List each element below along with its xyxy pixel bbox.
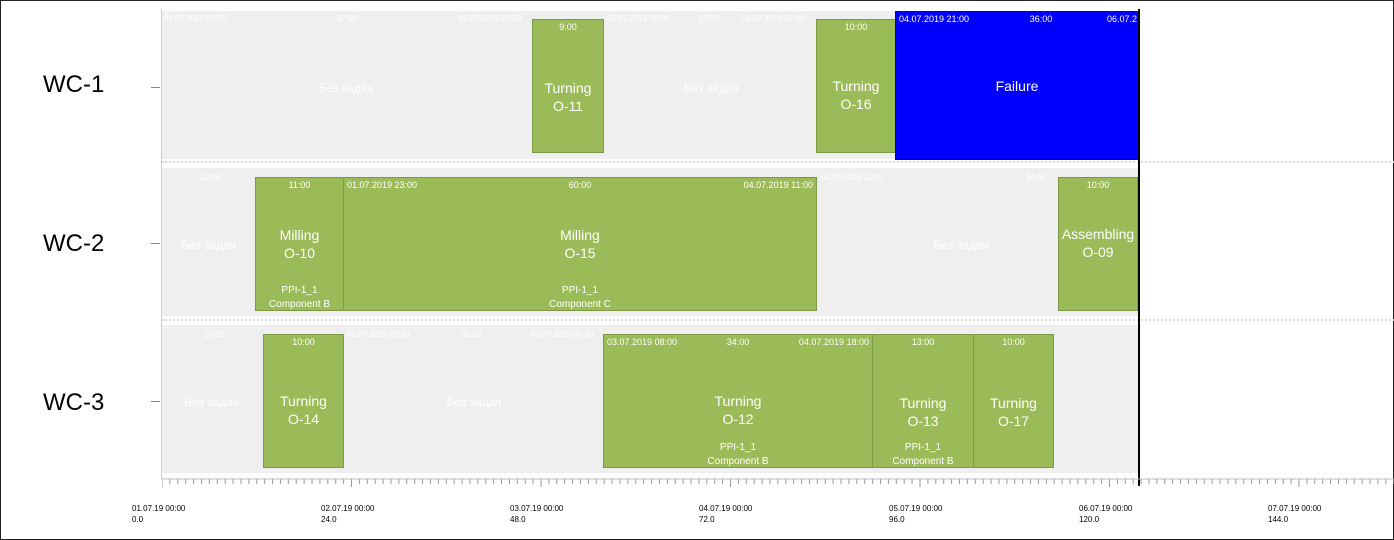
task-component: Component B (707, 456, 769, 467)
y-axis-line (161, 9, 162, 479)
failure-name: Failure (995, 78, 1039, 94)
task-start: 01.07.2019 23:00 (347, 180, 418, 190)
task-operation: O-14 (287, 411, 320, 427)
task-operation: O-15 (564, 245, 596, 261)
task-name: Turning (544, 80, 592, 96)
task-block-o-10[interactable]: 11:00 Milling O-10 PPI-1_1 Component B (255, 177, 344, 311)
task-block-o-11[interactable]: 9:00 Turning O-11 (532, 19, 604, 153)
idle-duration-label: 27:00 (699, 14, 720, 23)
task-name: Turning (832, 78, 880, 94)
task-name: Turning (990, 395, 1037, 411)
task-operation: O-17 (997, 413, 1030, 429)
axis-label-120: 06.07.19 00:00 120.0 (1079, 504, 1133, 524)
task-component: Component C (549, 299, 611, 310)
task-duration: 10:00 (1002, 337, 1025, 347)
idle-label: Без задач (683, 81, 739, 95)
task-duration: 34:00 (726, 337, 750, 347)
task-duration: 9:00 (559, 22, 577, 32)
axis-label-144: 07.07.19 00:00 144.0 (1268, 504, 1322, 524)
task-name: Assembling (1061, 226, 1135, 242)
task-operation: O-13 (907, 413, 939, 429)
task-duration: 11:00 (288, 180, 311, 190)
row-label-wc-3: WC-3 (43, 389, 105, 416)
task-duration: 10:00 (1086, 180, 1110, 190)
idle-label: Без задач (181, 238, 236, 252)
task-part: PPI-1_1 (719, 442, 757, 453)
idle-label: Без задач (318, 81, 374, 95)
row-tick (151, 243, 160, 244)
idle-duration-label: 31:00 (461, 330, 482, 339)
idle-label: Без задач (446, 395, 502, 409)
row-tick (151, 401, 160, 402)
idle-label: Без задач (933, 238, 989, 252)
task-block-o-13[interactable]: 13:00 Turning O-13 PPI-1_1 Component B (872, 334, 974, 468)
idle-start-label: 01.07.2019 00:00 (164, 14, 227, 23)
idle-duration-label: 13:00 (204, 330, 225, 339)
task-part: PPI-1_1 (281, 285, 318, 296)
failure-end: 06.07.2 (1106, 14, 1137, 24)
task-operation: O-16 (840, 96, 872, 112)
task-name: Turning (714, 393, 762, 409)
idle-start-label: 04.07.2019 11:00 (821, 173, 883, 182)
failure-start: 04.07.2019 21:00 (899, 14, 970, 24)
task-block-o-16[interactable]: 10:00 Turning O-16 (816, 19, 896, 153)
time-axis-ticks (162, 478, 1394, 487)
row-separator (162, 161, 1394, 163)
task-block-o-15[interactable]: 01.07.2019 23:00 60:00 04.07.2019 11:00 … (343, 177, 817, 311)
current-time-line[interactable] (1138, 9, 1140, 486)
idle-end-label: 03.07.2019 08:00 (531, 330, 594, 339)
idle-label: Без задач (184, 395, 239, 409)
task-name: Milling (560, 227, 600, 243)
task-name: Milling (279, 227, 320, 243)
axis-label-0: 01.07.19 00:00 0.0 (132, 504, 186, 524)
task-duration: 10:00 (844, 22, 868, 32)
task-name: Turning (899, 395, 947, 411)
task-operation: O-12 (722, 411, 754, 427)
task-block-o-12[interactable]: 03.07.2019 08:00 34:00 04.07.2019 18:00 … (603, 334, 873, 468)
failure-duration: 36:00 (1029, 14, 1053, 24)
task-block-o-17[interactable]: 10:00 Turning O-17 (973, 334, 1054, 468)
row-label-wc-2: WC-2 (43, 230, 105, 257)
idle-duration-label: 47:00 (337, 14, 358, 23)
task-operation: O-11 (552, 98, 584, 114)
task-part: PPI-1_1 (561, 285, 599, 296)
idle-end-label: 02.07.2019 23:00 (459, 14, 522, 23)
task-duration: 60:00 (568, 180, 592, 190)
failure-block[interactable]: 04.07.2019 21:00 36:00 06.07.2 Failure (895, 11, 1139, 160)
row-tick (151, 87, 160, 88)
task-end: 04.07.2019 18:00 (798, 337, 869, 347)
task-block-o-14[interactable]: 10:00 Turning O-14 (263, 334, 344, 468)
axis-label-24: 02.07.19 00:00 24.0 (321, 504, 375, 524)
idle-duration-label: 12:00 (201, 173, 222, 182)
task-component: Component B (268, 299, 331, 310)
idle-duration-label: 34:00 (1026, 173, 1047, 182)
row-label-wc-1: WC-1 (43, 71, 105, 98)
task-duration: 10:00 (292, 337, 315, 347)
task-start: 03.07.2019 08:00 (607, 337, 678, 347)
axis-label-48: 03.07.19 00:00 48.0 (510, 504, 564, 524)
idle-start-label: 01.07.2019 23:00 (347, 330, 410, 339)
task-name: Turning (280, 393, 327, 409)
task-operation: O-10 (283, 245, 316, 261)
row-separator (162, 319, 1394, 321)
axis-label-72: 04.07.19 00:00 72.0 (699, 504, 753, 524)
task-end: 04.07.2019 11:00 (743, 180, 813, 190)
idle-end-label: 04.07.2019 11:00 (742, 14, 804, 23)
idle-start-label: 03.07.2019 08:00 (607, 14, 670, 23)
axis-label-96: 05.07.19 00:00 96.0 (889, 504, 943, 524)
task-operation: O-09 (1082, 244, 1114, 260)
task-part: PPI-1_1 (904, 442, 942, 453)
task-duration: 13:00 (911, 337, 935, 347)
task-component: Component B (892, 456, 954, 467)
task-block-o-09[interactable]: 10:00 Assembling O-09 (1058, 177, 1138, 311)
